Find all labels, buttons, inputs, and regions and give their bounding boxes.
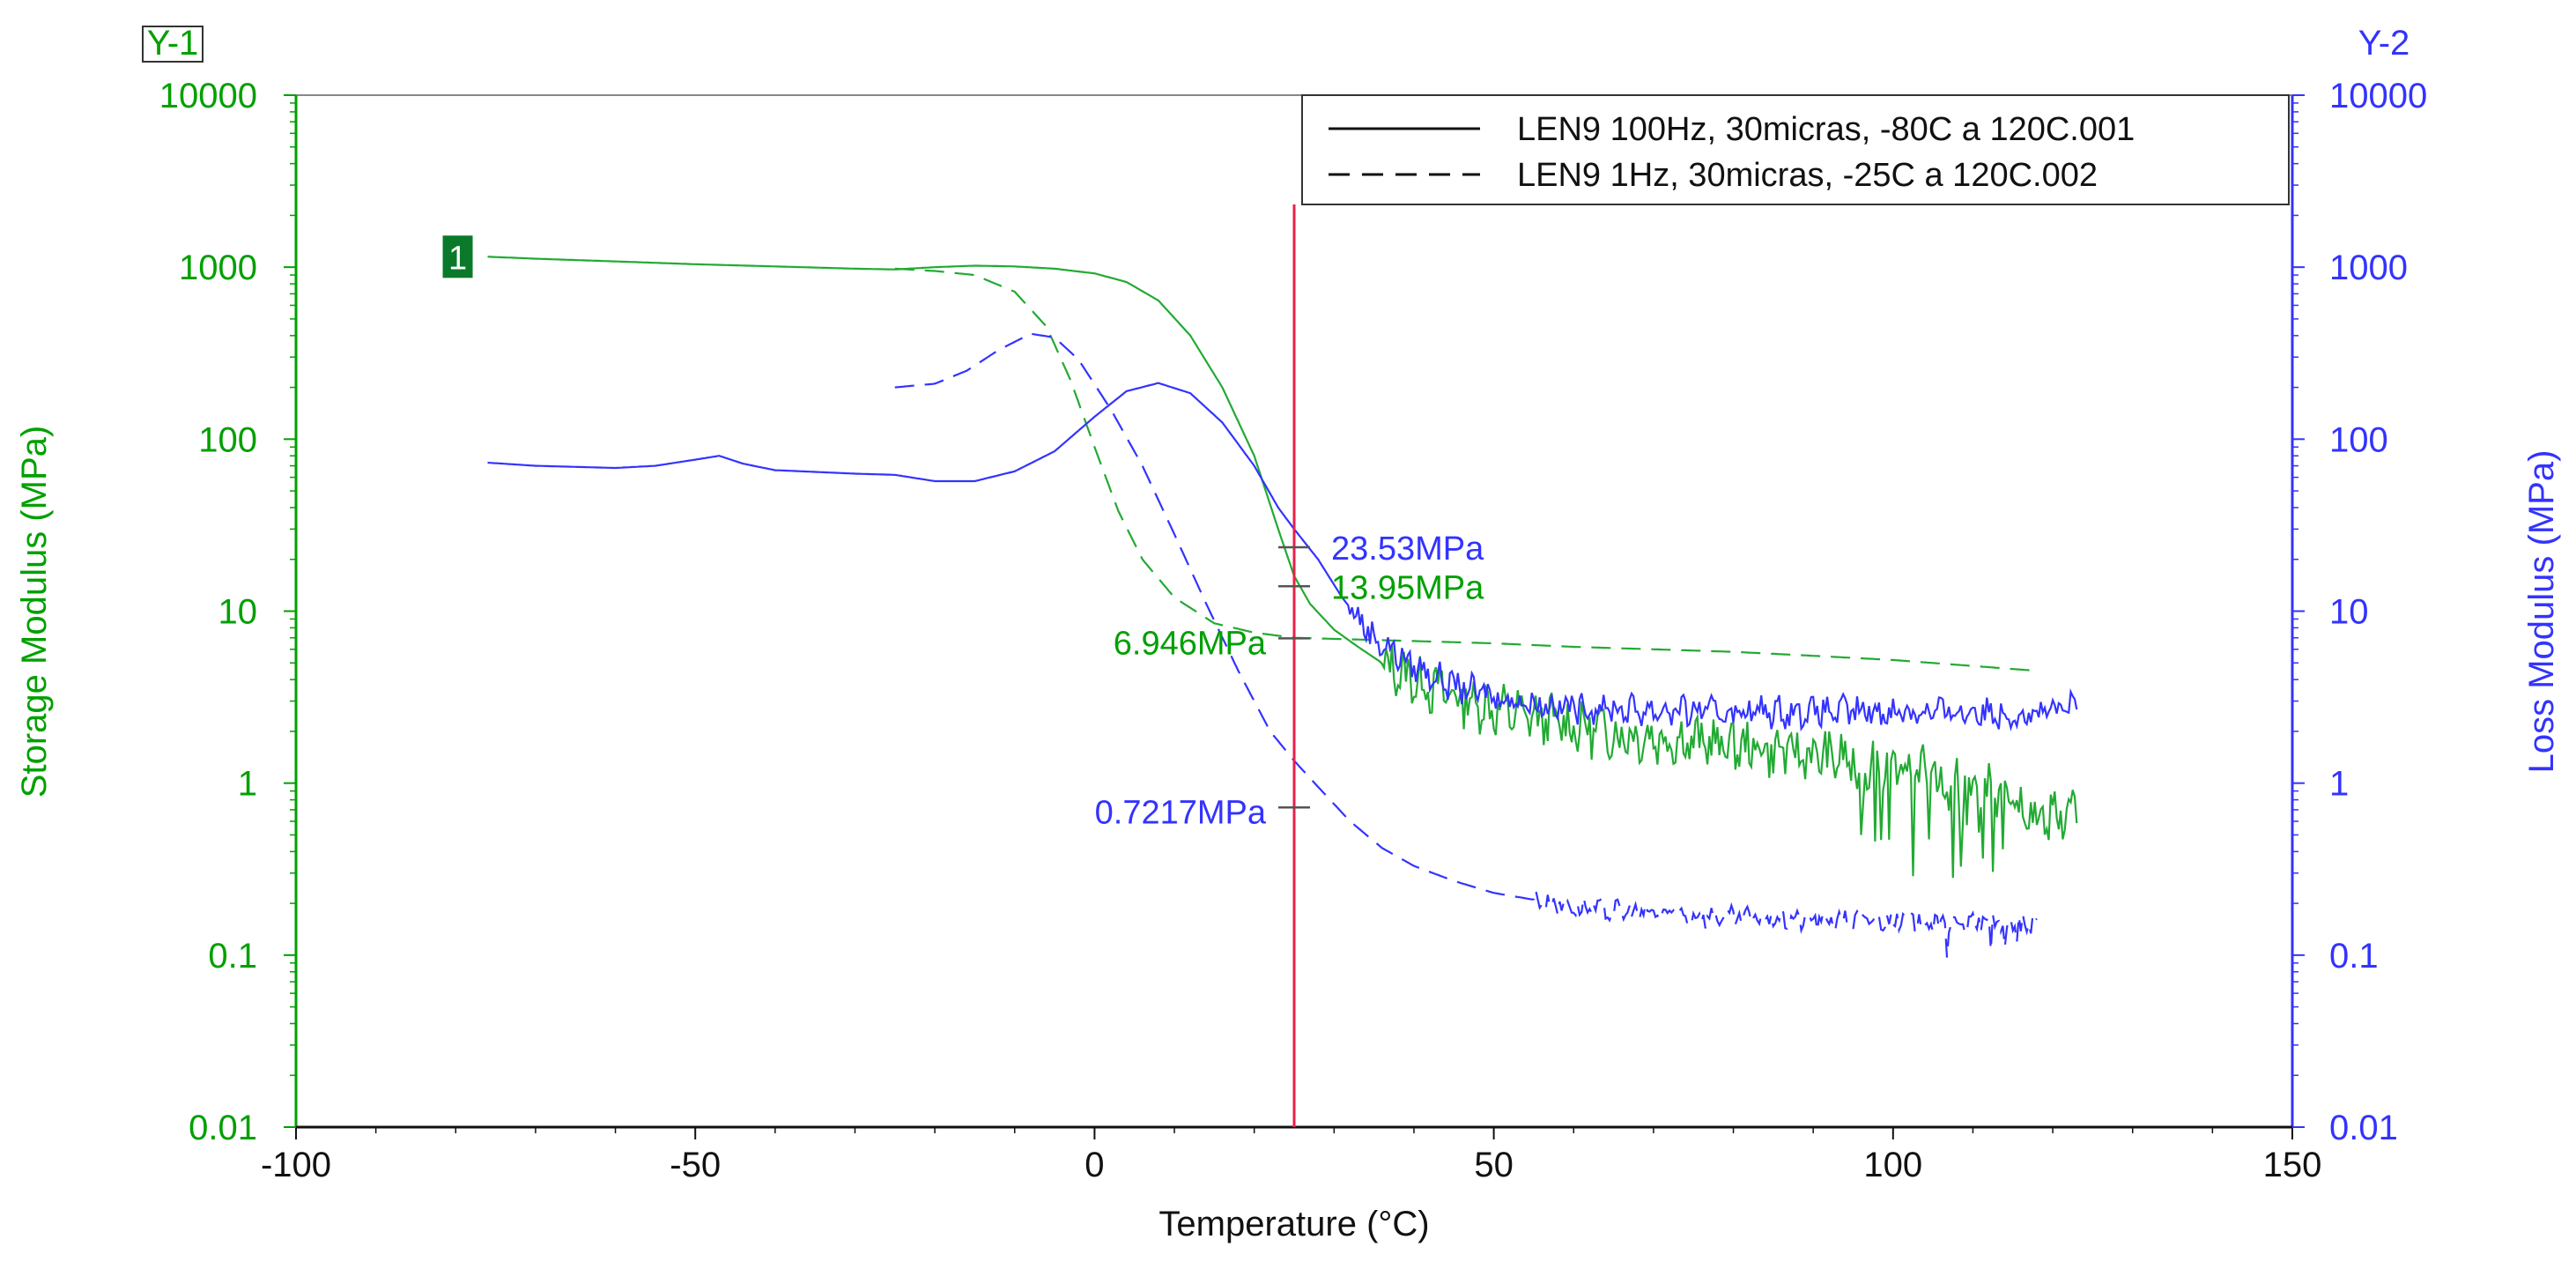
annotation-label: 13.95MPa [1331, 569, 1484, 606]
y2-tick-label: 1000 [2329, 249, 2408, 287]
x-axis-title: Temperature (°C) [1158, 1205, 1429, 1243]
cursor-marker-box[interactable] [442, 235, 473, 278]
y1-box [142, 26, 204, 63]
x-tick-label: -50 [670, 1146, 721, 1184]
series-line-1 [487, 256, 2078, 879]
y2-box-label: Y-2 [2358, 24, 2410, 63]
y1-box-label: Y-1 [147, 24, 199, 63]
x-tick-label: 0 [1084, 1146, 1104, 1184]
x-tick-label: 100 [1863, 1146, 1922, 1184]
y1-tick-label: 1000 [179, 249, 257, 287]
x-tick-label: -100 [261, 1146, 331, 1184]
annotation-label: 0.7217MPa [1095, 794, 1267, 831]
y2-tick-label: 10 [2329, 593, 2369, 632]
y2-tick-label: 10000 [2329, 77, 2427, 115]
y1-tick-label: 100 [198, 420, 257, 459]
x-tick-label: 50 [1474, 1146, 1514, 1184]
series-line-3 [487, 382, 2078, 732]
y1-tick-label: 0.01 [189, 1109, 257, 1147]
series-line-4 [894, 332, 2038, 958]
legend-box [1301, 94, 2290, 205]
y2-tick-label: 0.01 [2329, 1109, 2398, 1147]
annotation-label: 23.53MPa [1331, 531, 1484, 568]
legend-entry-dashed: LEN9 1Hz, 30micras, -25C a 120C.002 [1517, 157, 2098, 194]
y1-axis-title: Storage Modulus (MPa) [15, 426, 54, 798]
y2-tick-label: 100 [2329, 420, 2388, 459]
y1-tick-label: 0.1 [208, 937, 257, 976]
annotation-label: 6.946MPa [1114, 625, 1267, 662]
y1-tick-label: 10000 [159, 77, 257, 115]
legend-entry-solid: LEN9 100Hz, 30micras, -80C a 120C.001 [1517, 111, 2135, 148]
series-layer [487, 256, 2078, 958]
series-line-2 [894, 267, 2038, 672]
cursor-marker-label: 1 [448, 240, 467, 277]
y2-tick-label: 0.1 [2329, 937, 2379, 976]
y2-axis-title: Loss Modulus (MPa) [2522, 450, 2561, 774]
x-tick-label: 150 [2263, 1146, 2322, 1184]
y2-tick-label: 1 [2329, 765, 2349, 804]
y1-tick-label: 10 [218, 593, 258, 632]
y1-tick-label: 1 [238, 765, 257, 804]
